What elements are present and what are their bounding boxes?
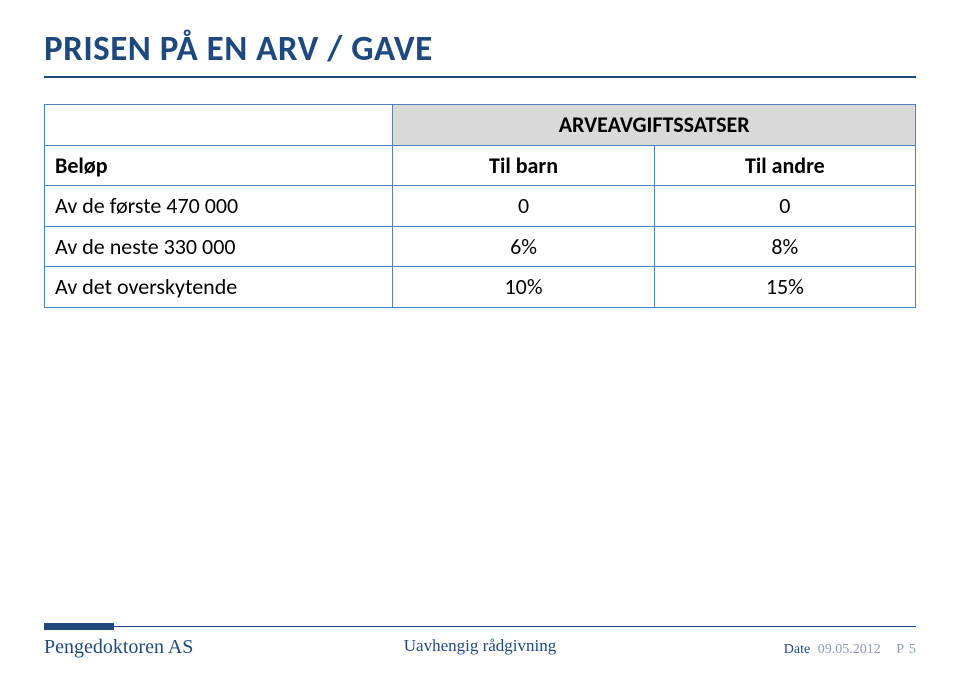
row-value: 0 [654,186,915,227]
footer-company: Pengedoktoren AS [44,636,193,659]
table-row: Av de første 470 000 0 0 [45,186,916,227]
footer-rule-accent [44,623,114,630]
footer-meta: Date 09.05.2012 P 5 [784,642,916,658]
row-value: 0 [393,186,654,227]
footer-rule [44,620,916,630]
table-header-blank [45,105,393,146]
col-header-amount: Beløp [45,145,393,186]
footer-page-value: 5 [909,642,916,657]
row-value: 8% [654,226,915,267]
row-value: 15% [654,267,915,308]
page-title: PRISEN PÅ EN ARV / GAVE [44,28,916,70]
footer-date-label: Date [784,642,810,657]
row-value: 6% [393,226,654,267]
row-label: Av de første 470 000 [45,186,393,227]
row-value: 10% [393,267,654,308]
col-header-others: Til andre [654,145,915,186]
table-span-header: ARVEAVGIFTSSATSER [393,105,916,146]
rates-table: ARVEAVGIFTSSATSER Beløp Til barn Til and… [44,104,916,308]
footer-row: Pengedoktoren AS Uavhengig rådgivning Da… [44,636,916,659]
slide-footer: Pengedoktoren AS Uavhengig rådgivning Da… [44,620,916,659]
footer-page-label: P [896,642,903,657]
table-row: Av det overskytende 10% 15% [45,267,916,308]
row-label: Av de neste 330 000 [45,226,393,267]
footer-date-value: 09.05.2012 [818,642,881,657]
table-row: Av de neste 330 000 6% 8% [45,226,916,267]
table-span-header-row: ARVEAVGIFTSSATSER [45,105,916,146]
rates-table-container: ARVEAVGIFTSSATSER Beløp Til barn Til and… [44,104,916,308]
footer-tagline: Uavhengig rådgivning [404,636,557,656]
col-header-children: Til barn [393,145,654,186]
footer-rule-line [44,626,916,627]
table-column-header-row: Beløp Til barn Til andre [45,145,916,186]
title-underline [44,76,916,78]
slide: PRISEN PÅ EN ARV / GAVE ARVEAVGIFTSSATSE… [0,0,960,679]
row-label: Av det overskytende [45,267,393,308]
